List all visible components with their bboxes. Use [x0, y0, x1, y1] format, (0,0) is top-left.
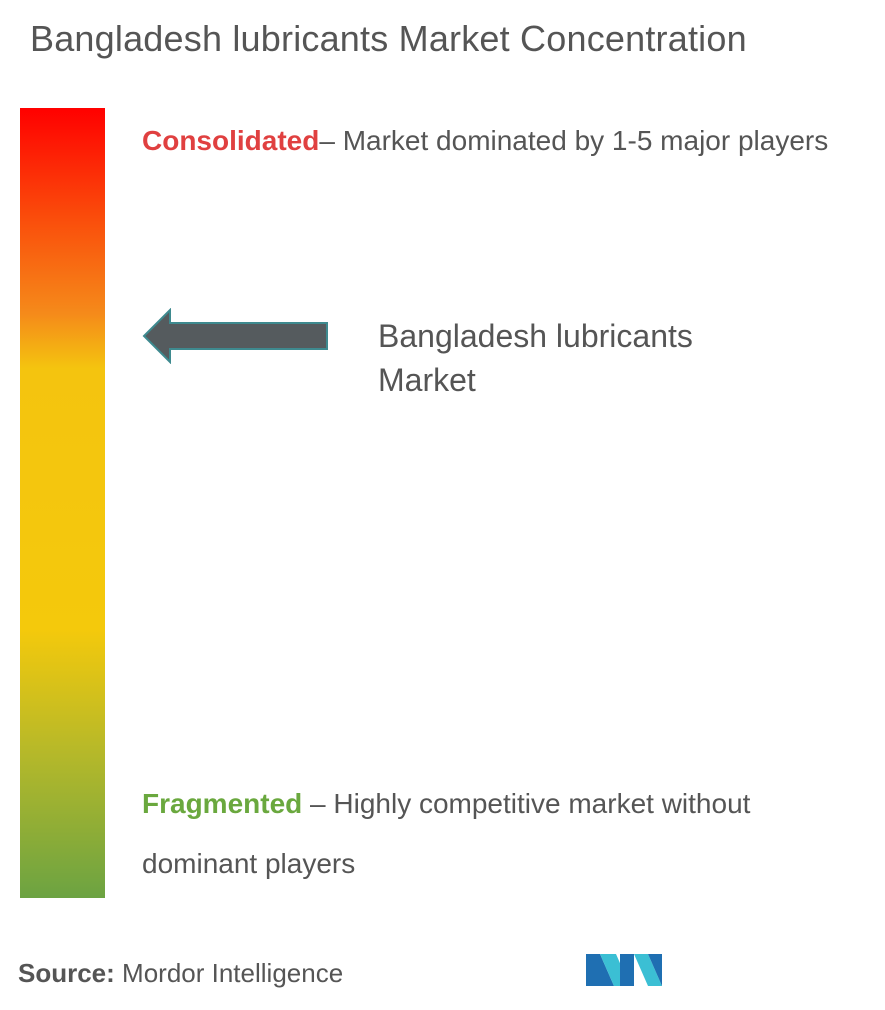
source-label: Source: — [18, 958, 115, 988]
consolidated-keyword: Consolidated — [142, 125, 320, 156]
source-value: Mordor Intelligence — [122, 958, 344, 988]
market-label: Bangladesh lubricants Market — [378, 318, 693, 398]
mordor-intelligence-logo-icon — [586, 954, 662, 986]
page-title: Bangladesh lubricants Market Concentrati… — [30, 18, 747, 59]
fragmented-description: Fragmented – Highly competitive market w… — [142, 774, 852, 894]
fragmented-text: – Highly competitive market without domi… — [142, 788, 751, 879]
arrow-left-icon — [142, 308, 328, 364]
consolidated-text: – Market dominated by 1-5 major players — [319, 125, 829, 156]
fragmented-keyword: Fragmented — [142, 788, 303, 819]
concentration-gradient-bar — [20, 108, 105, 898]
source-line: Source: Mordor Intelligence — [18, 958, 343, 989]
consolidated-description: Consolidated– Market dominated by 1-5 ma… — [142, 111, 852, 171]
